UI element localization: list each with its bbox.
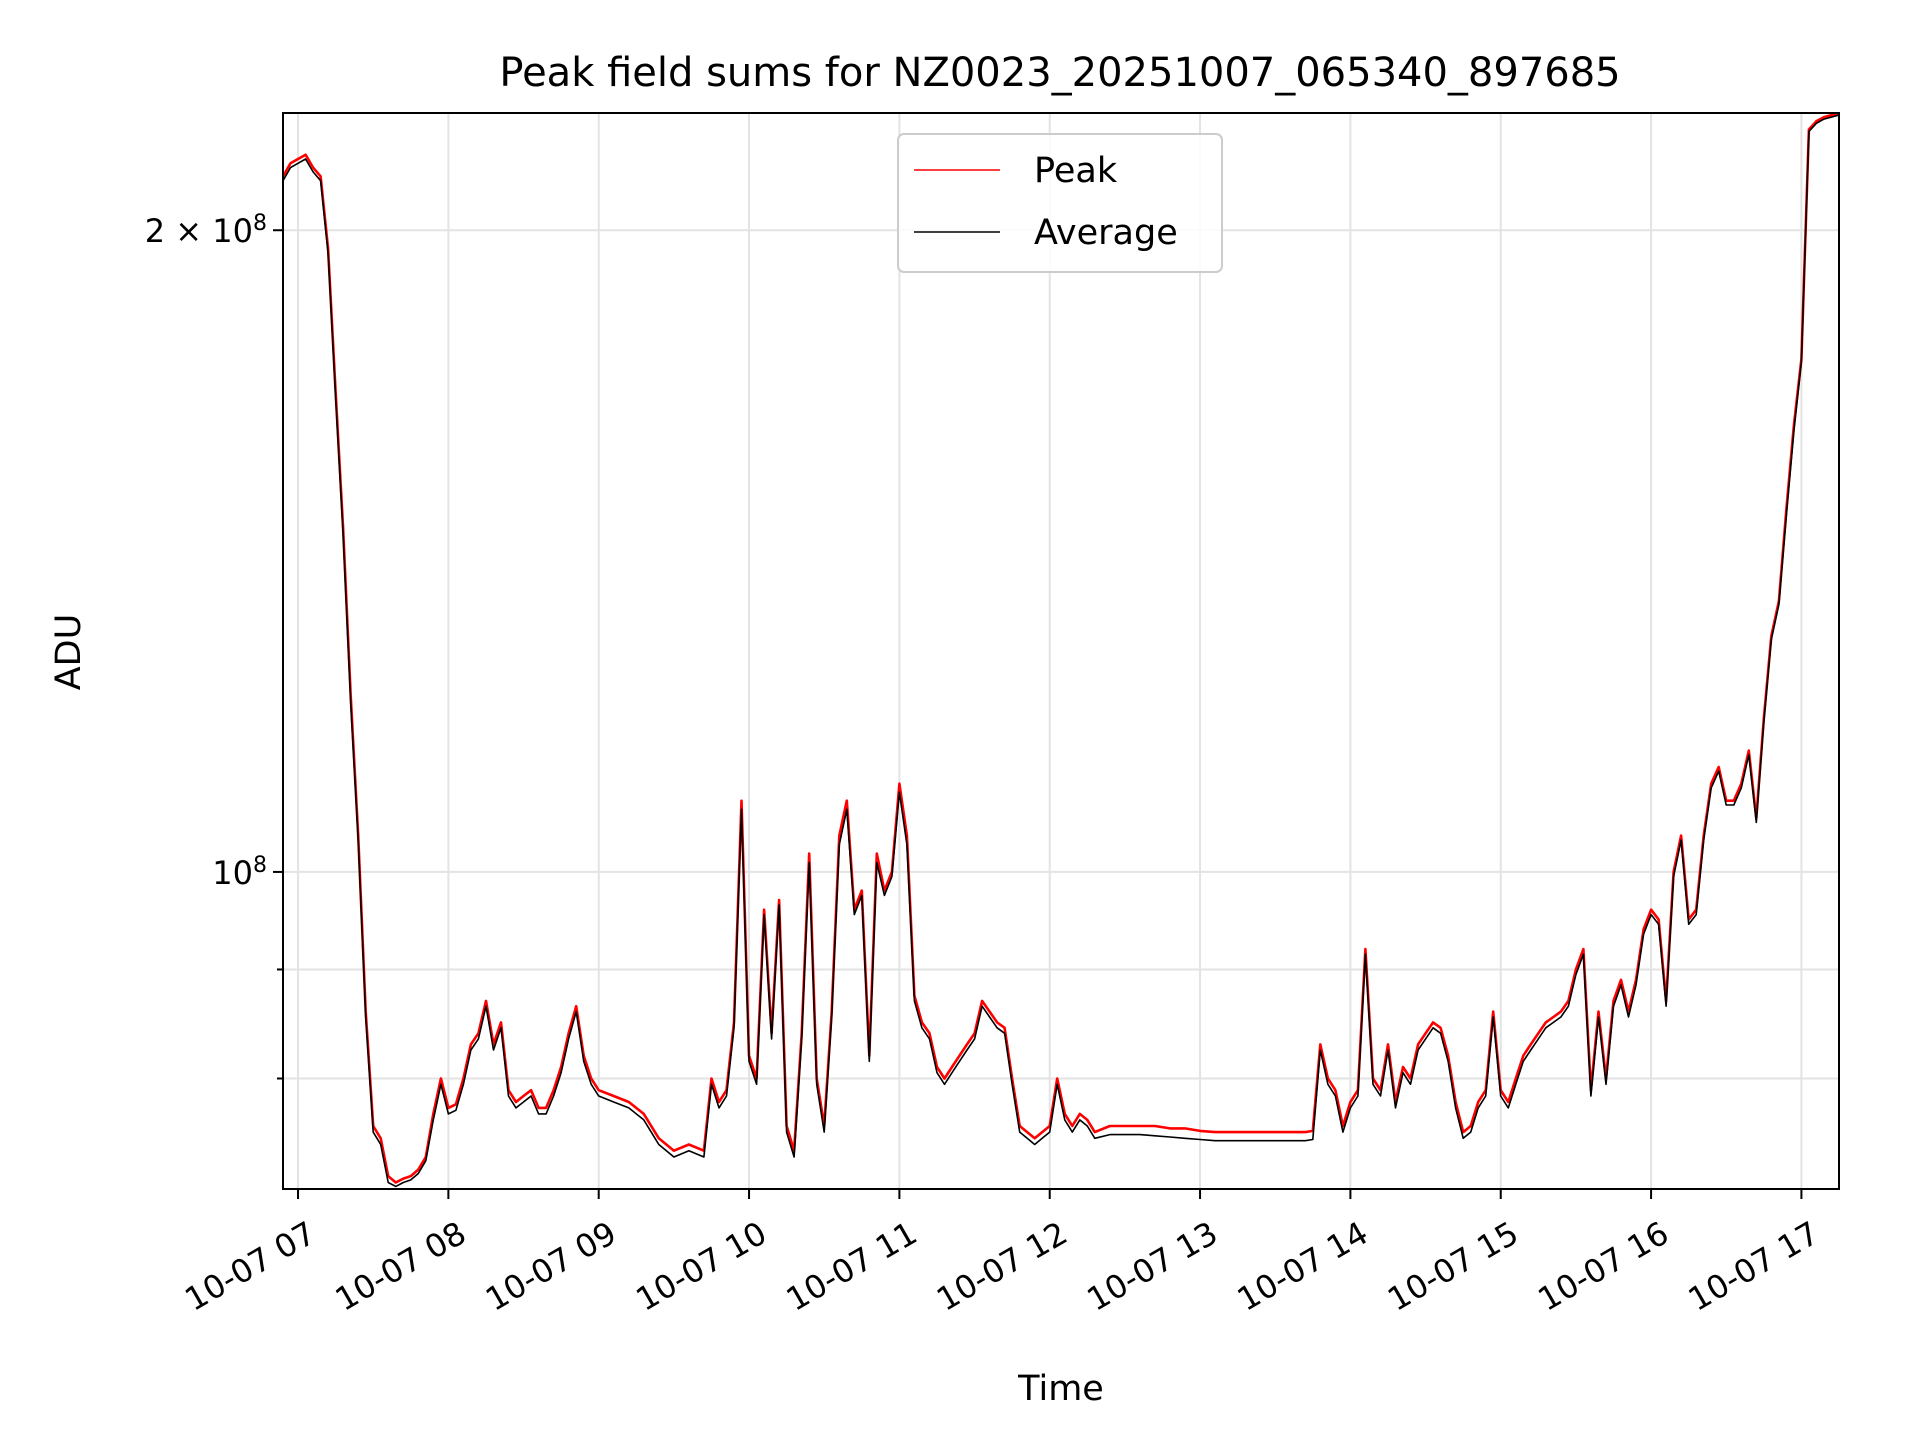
legend-box bbox=[897, 133, 1223, 273]
series-line-average bbox=[283, 114, 1839, 1188]
series-lines bbox=[283, 113, 1839, 1188]
chart-title: Peak field sums for NZ0023_20251007_0653… bbox=[499, 50, 1620, 96]
y-tick-label: 108 bbox=[212, 852, 267, 892]
y-axis-label: ADU bbox=[49, 614, 89, 691]
legend: Peak Average bbox=[897, 133, 1223, 273]
legend-label-average: Average bbox=[1034, 213, 1178, 253]
x-axis-label: Time bbox=[1017, 1369, 1104, 1409]
y-tick-label: 2 × 108 bbox=[145, 211, 267, 251]
y-axis-ticks: 108 2 × 108 bbox=[145, 211, 283, 1080]
plot-area bbox=[283, 113, 1839, 1188]
grid bbox=[283, 113, 1839, 1189]
legend-label-peak: Peak bbox=[1034, 151, 1118, 191]
plot-frame bbox=[282, 112, 1840, 1190]
